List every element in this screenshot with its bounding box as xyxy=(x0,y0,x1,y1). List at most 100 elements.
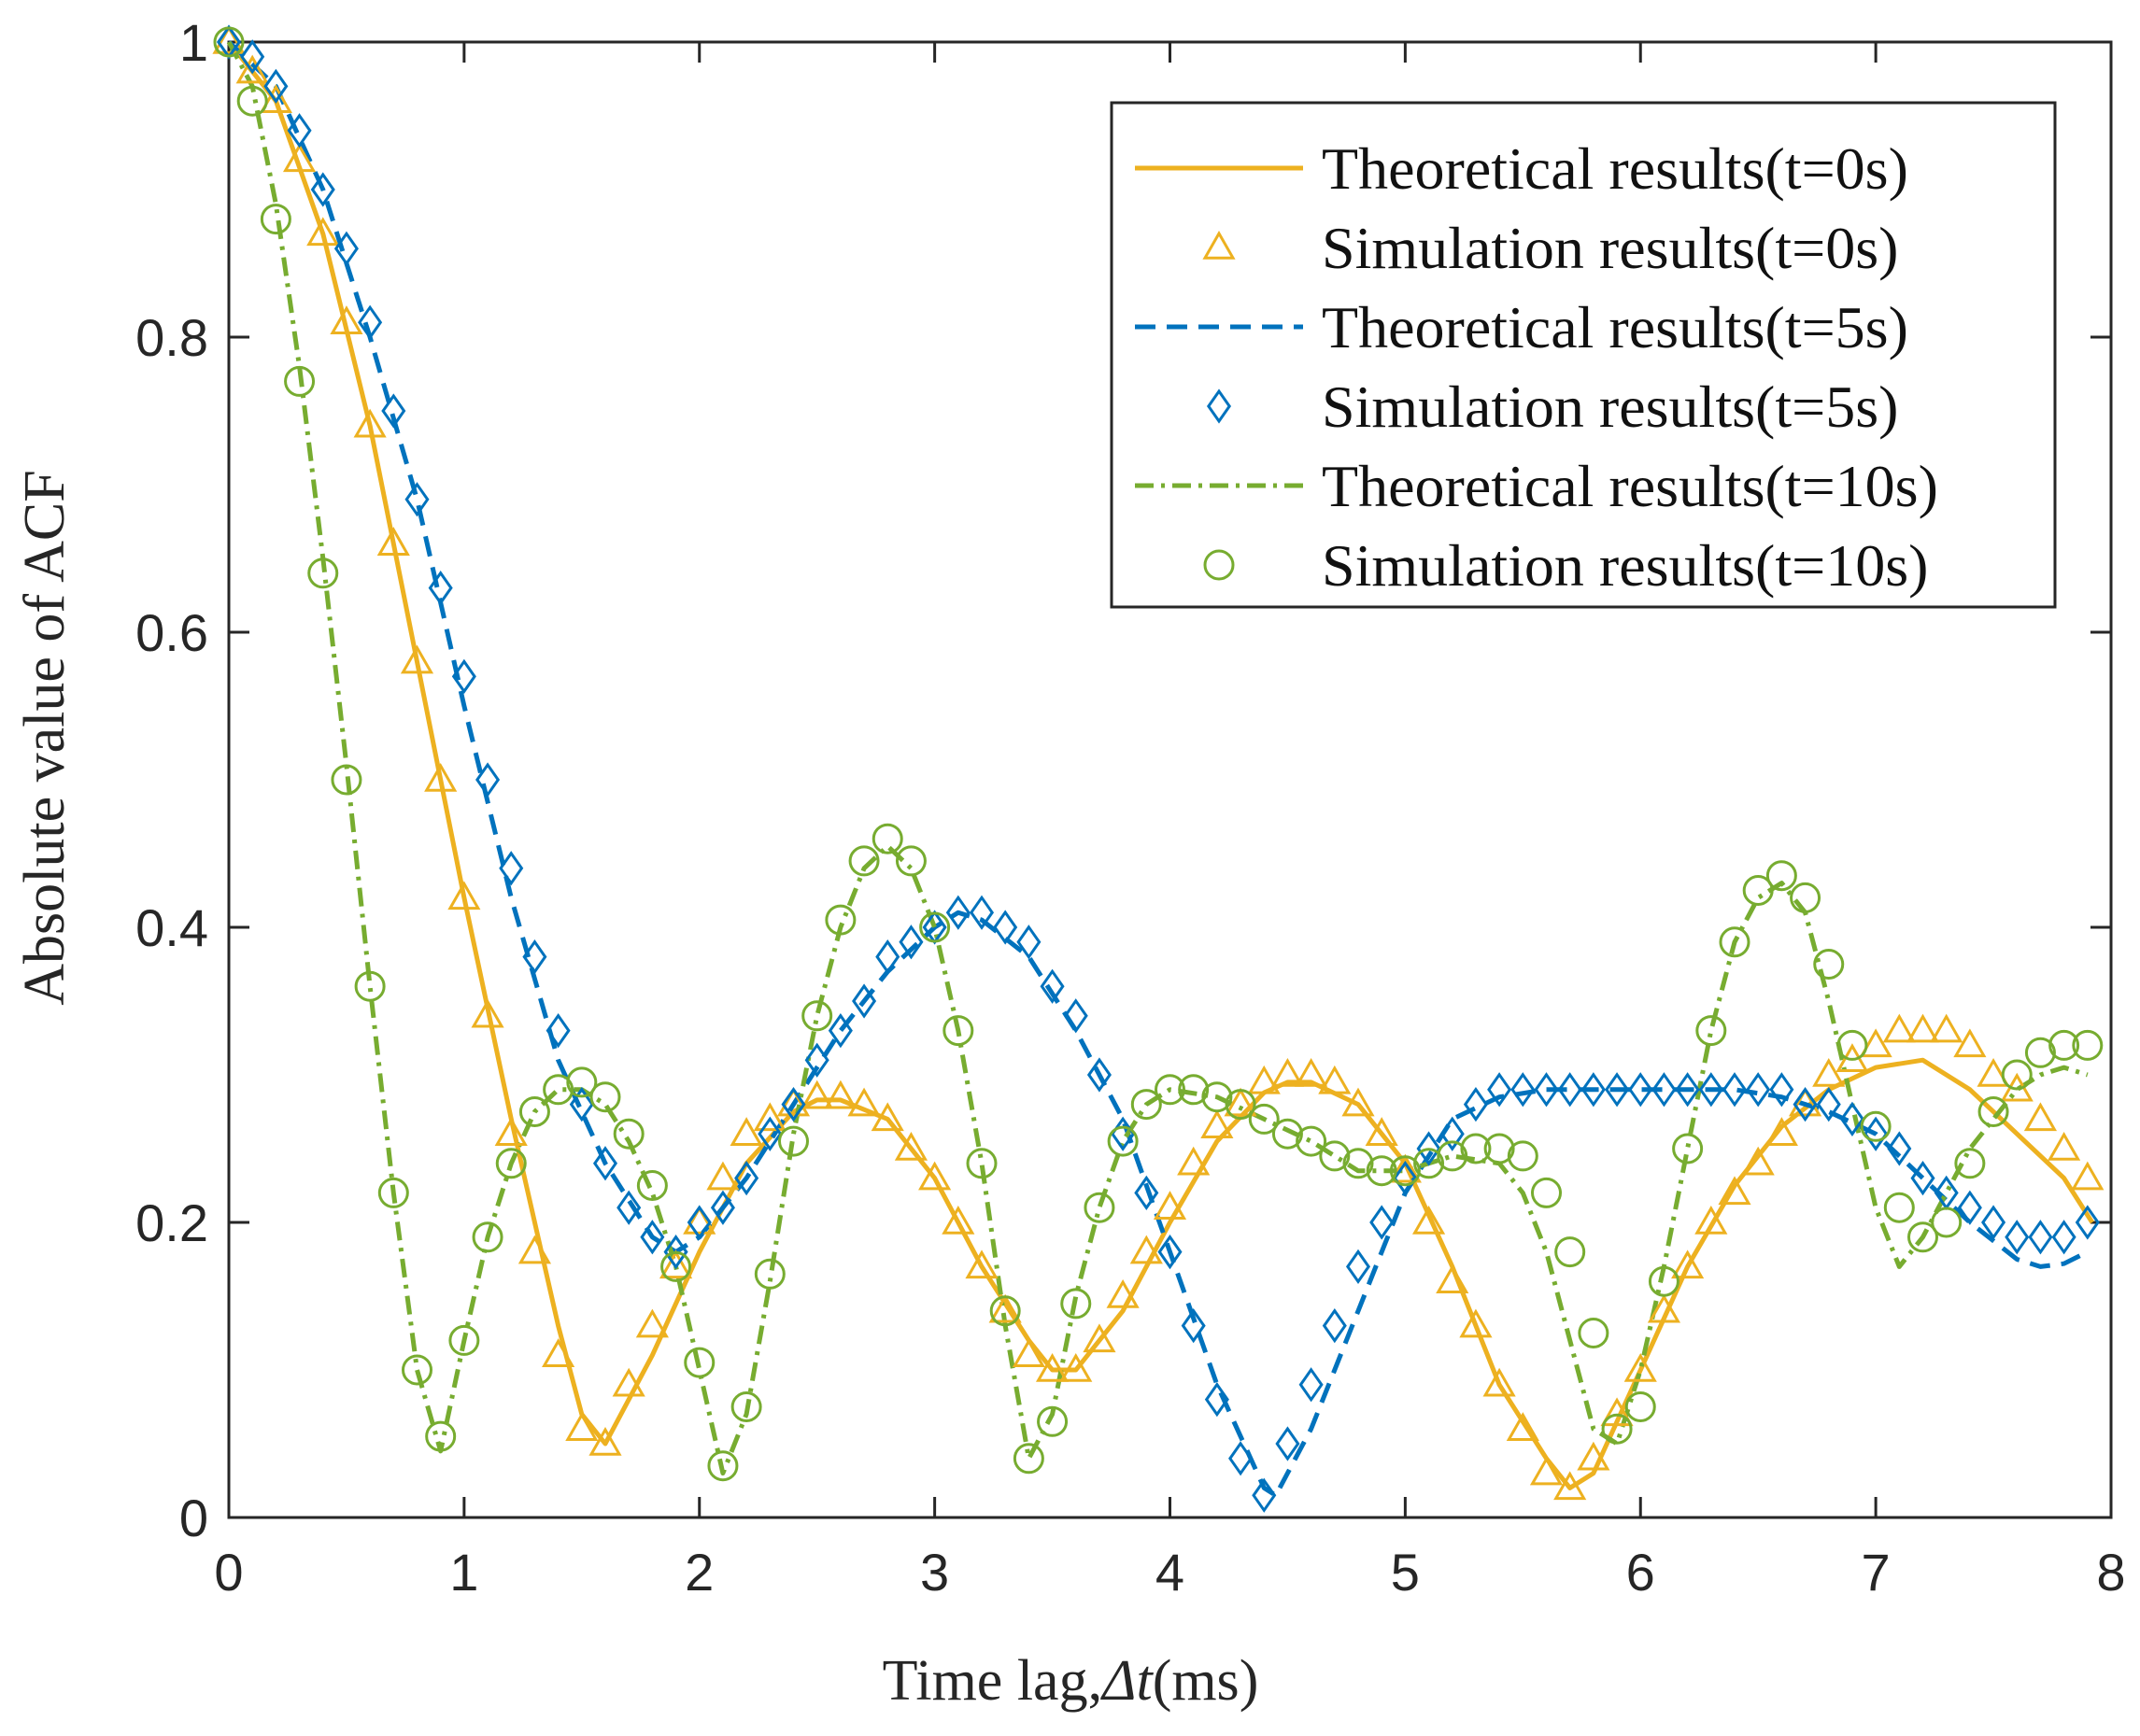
series-5-point xyxy=(566,1066,598,1098)
series-5-point xyxy=(236,85,268,117)
series-5-point xyxy=(1342,1148,1374,1179)
series-5-point xyxy=(2001,1059,2033,1091)
series-1-point xyxy=(706,1161,740,1191)
series-1-point xyxy=(1953,1028,1987,1058)
legend-label-4: Theoretical results(t=10s) xyxy=(1322,453,1938,519)
series-5-point xyxy=(472,1221,503,1253)
series-1-point xyxy=(1930,1013,1963,1043)
series-3-point xyxy=(1981,1205,2006,1240)
series-3-point xyxy=(333,231,359,266)
y-tick-label: 0.8 xyxy=(135,308,208,367)
series-5-point xyxy=(1366,1155,1397,1187)
legend-marker-3 xyxy=(1206,388,1232,424)
series-1-point xyxy=(353,408,387,438)
y-tick-label: 0.4 xyxy=(135,898,208,957)
series-5-point xyxy=(872,823,903,854)
series-1-point xyxy=(635,1308,669,1338)
series-1-point xyxy=(424,762,458,792)
series-3-point xyxy=(1487,1072,1512,1108)
series-3-point xyxy=(592,1146,618,1181)
series-1-point xyxy=(400,644,434,674)
series-3-point xyxy=(404,482,430,517)
series-1-point xyxy=(1882,1013,1916,1043)
series-3-point xyxy=(1675,1072,1700,1108)
series-5-point xyxy=(1107,1125,1139,1157)
legend-box xyxy=(1110,101,2057,609)
series-1-point xyxy=(1083,1323,1116,1353)
series-3-point xyxy=(1463,1086,1488,1122)
series-3-point xyxy=(1534,1072,1559,1108)
series-1-point xyxy=(588,1426,622,1456)
series-5-point xyxy=(1084,1192,1115,1223)
series-1-point xyxy=(494,1117,528,1146)
series-1-point xyxy=(1506,1412,1539,1441)
series-1-point xyxy=(1694,1205,1728,1235)
x-axis-label-symbol: Δt xyxy=(1099,1649,1154,1713)
series-1-point xyxy=(801,1080,834,1109)
series-1-point xyxy=(1411,1205,1446,1235)
series-5-point xyxy=(1554,1236,1586,1268)
legend-label-1: Simulation results(t=0s) xyxy=(1322,215,1898,281)
x-axis-label-text: Time lag, xyxy=(883,1649,1102,1713)
series-5-point xyxy=(1507,1140,1538,1172)
legend-label-5: Simulation results(t=10s) xyxy=(1322,532,1928,599)
series-1-point xyxy=(1247,1065,1281,1094)
series-3-point xyxy=(640,1220,665,1255)
series-1-point xyxy=(847,1087,881,1117)
series-5-point xyxy=(1389,1155,1421,1187)
series-1-point xyxy=(1106,1278,1140,1308)
series-5-point xyxy=(684,1347,716,1378)
series-1-point xyxy=(376,527,410,556)
series-3-point xyxy=(1746,1072,1771,1108)
series-1-point xyxy=(988,1293,1022,1323)
series-3-point xyxy=(1040,968,1065,1004)
series-3-point xyxy=(2051,1220,2076,1255)
series-5-point xyxy=(1271,1118,1303,1150)
series-3-point xyxy=(1416,1131,1441,1166)
series-3-point xyxy=(993,910,1018,945)
series-3-point xyxy=(1910,1160,1935,1196)
series-3-point xyxy=(1181,1307,1206,1344)
series-3-point xyxy=(1298,1367,1324,1403)
series-3-point xyxy=(263,68,289,105)
series-3-point xyxy=(663,1234,688,1270)
series-5-point xyxy=(1413,1148,1445,1179)
series-3-point xyxy=(1157,1234,1183,1270)
series-1-point xyxy=(1365,1117,1398,1146)
series-3-point xyxy=(1557,1072,1582,1108)
series-1-point xyxy=(918,1161,952,1191)
series-1-point xyxy=(824,1080,857,1109)
series-3-point xyxy=(1393,1160,1418,1196)
legend-marker-1 xyxy=(1202,230,1236,260)
x-tick-label: 5 xyxy=(1391,1543,1420,1602)
y-tick-label: 1 xyxy=(179,13,208,72)
series-5-point xyxy=(1719,926,1750,958)
series-5-point xyxy=(919,911,951,943)
series-3-point xyxy=(1369,1205,1395,1240)
y-tick-label: 0 xyxy=(179,1489,208,1547)
series-1-point xyxy=(471,998,504,1028)
series-5-point xyxy=(1813,949,1845,980)
series-3-point xyxy=(1322,1307,1347,1344)
series-3-point xyxy=(734,1160,759,1196)
series-5-point xyxy=(966,1148,998,1179)
series-5-point xyxy=(613,1118,645,1150)
series-5-point xyxy=(1130,1089,1162,1121)
series-1-point xyxy=(871,1102,904,1132)
series-3-point xyxy=(1816,1086,1841,1122)
series-1-point xyxy=(259,84,292,113)
series-3-point xyxy=(381,393,406,429)
series-5-point xyxy=(1977,1096,2009,1127)
ticks-layer: 0 1 2 3 4 5 6 7 8 0 0.2 0.4 0.6 0.8 1 xyxy=(135,13,2125,1602)
series-1-point xyxy=(612,1367,645,1397)
series-5-point xyxy=(1013,1443,1044,1475)
series-3-point xyxy=(1769,1072,1794,1108)
series-3-point xyxy=(1134,1175,1159,1211)
series-3-point xyxy=(1439,1116,1465,1151)
series-1-point xyxy=(894,1131,928,1161)
series-5-point xyxy=(1648,1265,1679,1297)
series-3-point xyxy=(945,895,971,930)
series-1-point xyxy=(1764,1117,1798,1146)
series-5-point xyxy=(1742,875,1774,906)
y-axis-label: Absolute value of ACF xyxy=(13,470,77,1005)
